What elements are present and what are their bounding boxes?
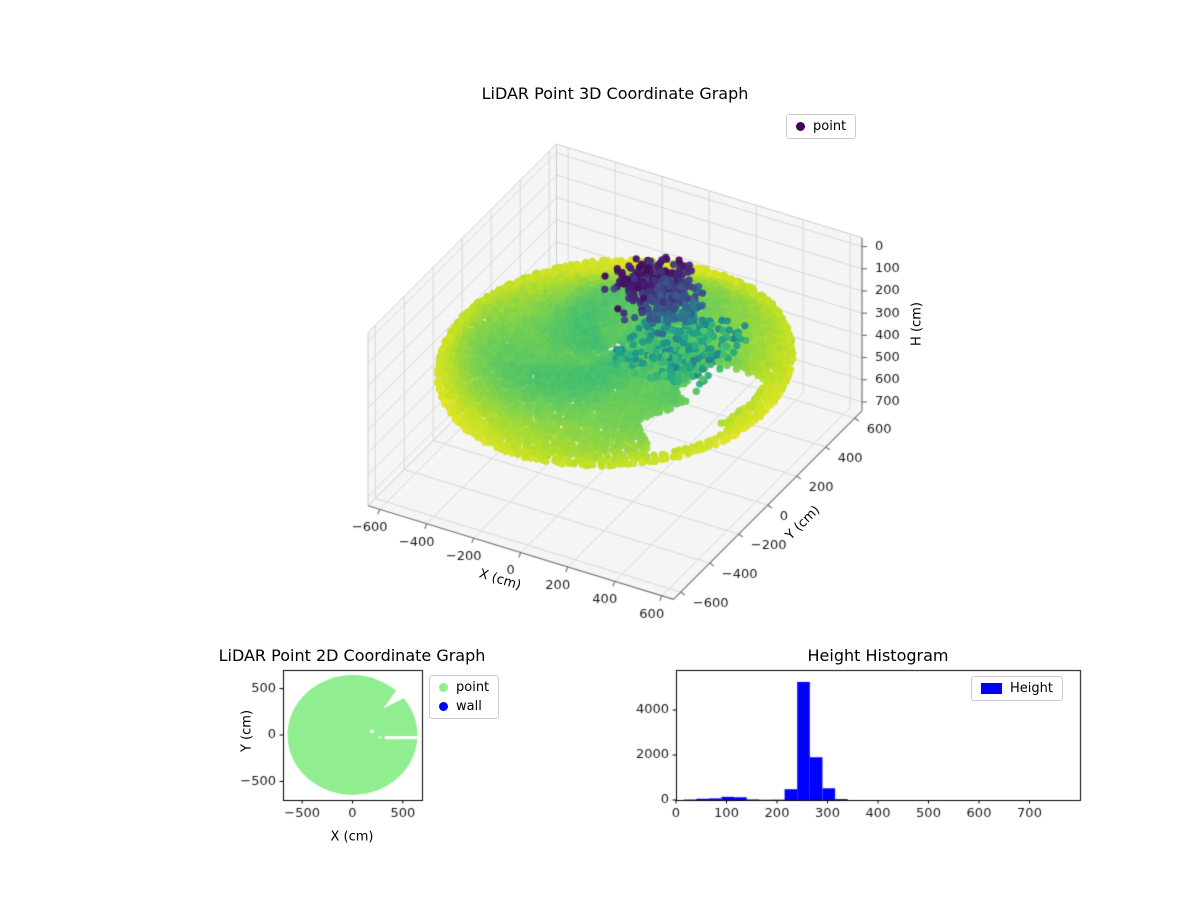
plot3d-zaxis-label: H (cm) (909, 302, 925, 346)
point-marker-icon (439, 683, 448, 692)
legend-item-height: Height (981, 681, 1053, 696)
plot2d-yaxis-label: Y (cm) (239, 709, 255, 753)
height-patch-icon (981, 683, 1002, 694)
plot2d-legend[interactable]: point wall (429, 675, 500, 719)
plot3d-title: LiDAR Point 3D Coordinate Graph (481, 84, 749, 103)
legend-item-point: point (796, 119, 846, 134)
point-marker-icon (796, 122, 805, 131)
legend-item-wall: wall (439, 699, 489, 714)
histogram-title: Height Histogram (807, 646, 949, 665)
legend-label: point (813, 119, 847, 134)
plot3d-legend[interactable]: point (786, 114, 857, 139)
scatter2d-canvas (240, 660, 440, 850)
wall-marker-icon (439, 702, 448, 711)
histogram-legend[interactable]: Height (971, 676, 1063, 701)
legend-label: wall (456, 699, 482, 714)
legend-label: point (456, 680, 490, 695)
legend-item-point: point (439, 680, 489, 695)
plot2d-title: LiDAR Point 2D Coordinate Graph (218, 646, 486, 665)
legend-label: Height (1010, 681, 1053, 696)
scatter3d-canvas (300, 120, 990, 640)
plot2d-xaxis-label: X (cm) (330, 829, 374, 845)
